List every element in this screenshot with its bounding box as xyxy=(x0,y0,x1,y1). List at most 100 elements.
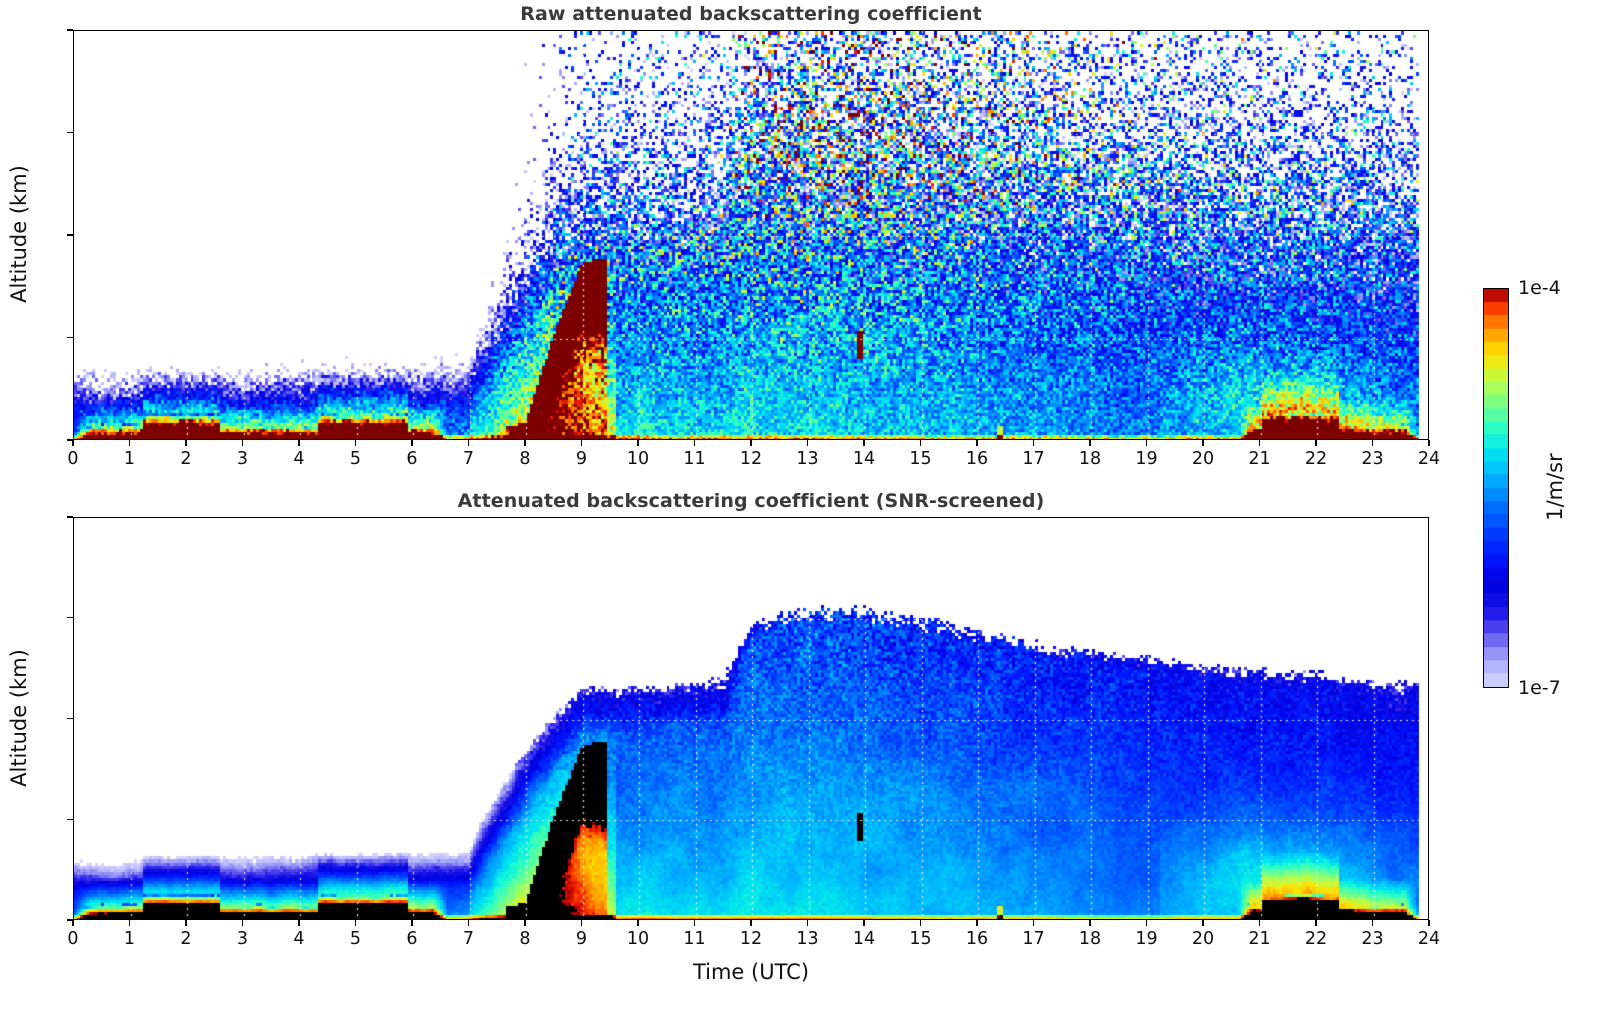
y-tick-mark xyxy=(67,516,73,518)
x-tick-label: 15 xyxy=(909,449,932,469)
x-tick-mark xyxy=(411,920,413,926)
x-tick-label: 17 xyxy=(1022,449,1045,469)
x-tick-label: 4 xyxy=(293,449,305,469)
x-tick-label: 5 xyxy=(349,449,362,469)
x-tick-mark xyxy=(185,920,187,926)
x-tick-mark xyxy=(524,440,526,446)
x-tick-label: 8 xyxy=(519,449,531,469)
x-tick-mark xyxy=(467,920,470,926)
x-tick-label: 9 xyxy=(575,929,588,949)
x-tick-mark xyxy=(693,440,696,446)
x-tick-mark xyxy=(1258,440,1261,446)
x-tick-label: 14 xyxy=(852,449,876,469)
y-tick-mark xyxy=(67,29,73,31)
x-tick-mark xyxy=(976,440,978,446)
x-tick-mark xyxy=(919,920,922,926)
x-tick-mark xyxy=(298,920,300,926)
x-tick-mark xyxy=(1428,920,1430,926)
x-tick-mark xyxy=(354,440,357,446)
y-tick-mark xyxy=(67,617,73,619)
x-tick-mark xyxy=(637,440,639,446)
colorbar-min-label: 1e-7 xyxy=(1518,677,1561,699)
x-tick-label: 3 xyxy=(236,929,249,949)
x-tick-label: 12 xyxy=(739,449,763,469)
x-tick-mark xyxy=(241,920,244,926)
x-tick-mark xyxy=(1315,440,1317,446)
x-tick-label: 24 xyxy=(1417,449,1441,469)
x-tick-label: 0 xyxy=(67,929,79,949)
x-tick-mark xyxy=(806,440,809,446)
x-tick-mark xyxy=(524,920,526,926)
x-tick-label: 2 xyxy=(180,929,192,949)
x-tick-label: 16 xyxy=(965,929,989,949)
x-tick-mark xyxy=(976,920,978,926)
x-tick-label: 1 xyxy=(123,449,136,469)
x-tick-mark xyxy=(919,440,922,446)
x-tick-label: 18 xyxy=(1078,929,1102,949)
x-tick-label: 19 xyxy=(1135,929,1158,949)
x-tick-label: 16 xyxy=(965,449,989,469)
x-tick-label: 14 xyxy=(852,929,876,949)
x-tick-label: 3 xyxy=(236,449,249,469)
x-tick-mark xyxy=(637,920,639,926)
x-tick-label: 10 xyxy=(626,449,650,469)
x-tick-mark xyxy=(1315,920,1317,926)
heatmap-canvas-raw xyxy=(74,31,1428,439)
x-tick-label: 6 xyxy=(406,449,418,469)
x-tick-label: 13 xyxy=(796,449,819,469)
x-tick-mark xyxy=(1032,920,1035,926)
x-tick-label: 21 xyxy=(1248,449,1271,469)
y-tick-mark xyxy=(67,234,73,236)
x-tick-mark xyxy=(128,920,131,926)
colorbar-max-label: 1e-4 xyxy=(1518,277,1561,299)
y-tick-mark xyxy=(67,131,73,134)
x-tick-mark xyxy=(1145,440,1148,446)
x-tick-label: 23 xyxy=(1361,929,1384,949)
x-tick-mark xyxy=(750,920,752,926)
panel-title-screened: Attenuated backscattering coefficient (S… xyxy=(457,490,1045,512)
x-tick-mark xyxy=(1032,440,1035,446)
x-tick-label: 4 xyxy=(293,929,305,949)
y-tick-mark xyxy=(67,336,73,339)
plot-area-screened xyxy=(73,517,1429,920)
y-tick-mark xyxy=(67,439,73,441)
x-tick-mark xyxy=(185,440,187,446)
x-tick-label: 7 xyxy=(462,929,475,949)
x-tick-label: 15 xyxy=(909,929,932,949)
y-axis-label-screened: Altitude (km) xyxy=(7,648,31,787)
x-tick-mark xyxy=(863,920,865,926)
x-tick-label: 7 xyxy=(462,449,475,469)
x-tick-label: 12 xyxy=(739,929,763,949)
colorbar-unit-label: 1/m/sr xyxy=(1543,453,1567,521)
x-tick-label: 11 xyxy=(683,929,706,949)
x-tick-label: 11 xyxy=(683,449,706,469)
heatmap-canvas-screened xyxy=(74,518,1428,919)
x-tick-label: 19 xyxy=(1135,449,1158,469)
x-tick-mark xyxy=(1089,440,1091,446)
x-tick-mark xyxy=(863,440,865,446)
x-tick-label: 23 xyxy=(1361,449,1384,469)
x-tick-label: 2 xyxy=(180,449,192,469)
x-tick-mark xyxy=(128,440,131,446)
x-tick-mark xyxy=(693,920,696,926)
x-tick-mark xyxy=(806,920,809,926)
x-tick-mark xyxy=(1258,920,1261,926)
x-tick-mark xyxy=(241,440,244,446)
x-tick-label: 1 xyxy=(123,929,136,949)
x-tick-label: 22 xyxy=(1304,929,1328,949)
x-tick-mark xyxy=(411,440,413,446)
x-tick-label: 24 xyxy=(1417,929,1441,949)
y-axis-label-raw: Altitude (km) xyxy=(7,165,31,303)
y-tick-mark xyxy=(67,919,73,921)
x-axis-label-time: Time (UTC) xyxy=(692,960,810,984)
y-tick-mark xyxy=(67,717,73,720)
x-tick-mark xyxy=(750,440,752,446)
x-tick-label: 22 xyxy=(1304,449,1328,469)
x-tick-label: 10 xyxy=(626,929,650,949)
x-tick-label: 20 xyxy=(1191,449,1215,469)
x-tick-label: 13 xyxy=(796,929,819,949)
x-tick-mark xyxy=(1202,440,1204,446)
x-tick-label: 21 xyxy=(1248,929,1271,949)
x-tick-label: 17 xyxy=(1022,929,1045,949)
